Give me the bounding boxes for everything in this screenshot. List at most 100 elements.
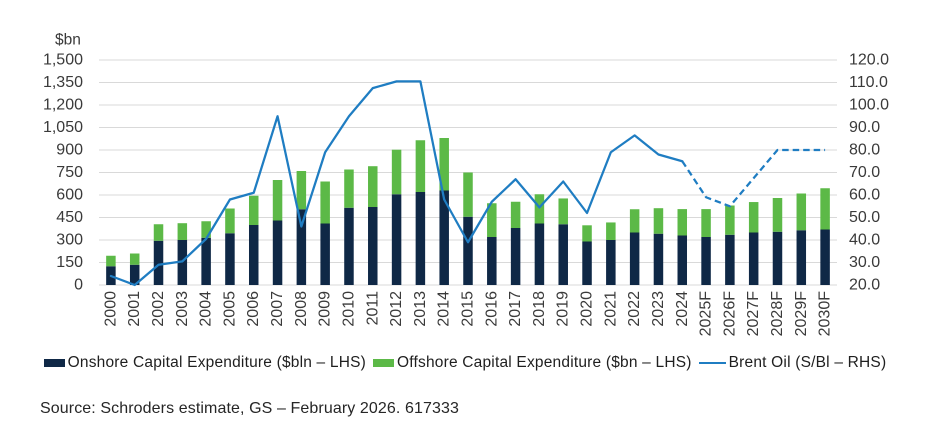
x-axis-tick-label: 2009 <box>317 291 334 327</box>
bar-offshore-2028F <box>772 198 783 232</box>
bar-offshore-2006 <box>248 195 259 225</box>
left-axis-tick-label: 1,200 <box>43 97 83 114</box>
bar-offshore-2008 <box>296 171 307 210</box>
bar-offshore-2017 <box>510 201 521 228</box>
bar-onshore-2018 <box>534 223 545 285</box>
bar-onshore-2001 <box>129 264 140 285</box>
bar-onshore-2026F <box>725 234 735 285</box>
right-axis-tick-label: 50.0 <box>849 209 880 226</box>
brent-line-forecast-dashed <box>681 148 826 208</box>
right-axis-tick-label: 120.0 <box>849 52 889 69</box>
x-axis-tick-label: 2029F <box>793 291 810 337</box>
bar-onshore-2012 <box>391 194 402 285</box>
bar-onshore-2002 <box>153 240 164 285</box>
x-axis-tick-label: 2018 <box>531 291 548 327</box>
left-axis-tick-label: 600 <box>56 187 83 204</box>
legend-item-brent: Brent Oil (S/Bl – RHS) <box>698 354 887 372</box>
bar-onshore-2009 <box>320 223 330 285</box>
x-axis-tick-label: 2014 <box>436 291 453 327</box>
bar-onshore-2020 <box>582 241 592 285</box>
x-axis-tick-label: 2017 <box>507 291 524 327</box>
legend-item-offshore: Offshore Capital Expenditure ($bn – LHS) <box>373 354 692 372</box>
x-axis-tick-label: 2028F <box>769 291 786 337</box>
bar-offshore-2004 <box>201 221 211 238</box>
offshore-series-swatch-icon <box>373 359 394 367</box>
x-axis-tick-label: 2003 <box>174 291 191 327</box>
bar-offshore-2009 <box>320 181 330 224</box>
bar-onshore-2008 <box>296 209 307 285</box>
right-axis-tick-label: 40.0 <box>849 232 880 249</box>
bar-onshore-2015 <box>463 216 473 285</box>
right-axis-tick-label: 30.0 <box>849 254 880 271</box>
onshore-series-swatch-icon <box>43 359 65 367</box>
bar-offshore-2026F <box>725 205 735 235</box>
x-axis-tick-label: 2011 <box>364 291 381 326</box>
right-axis-tick-label: 80.0 <box>849 142 880 159</box>
x-axis-tick-label: 2030F <box>817 291 834 337</box>
bar-onshore-2029F <box>796 230 807 285</box>
bar-offshore-2001 <box>129 253 140 265</box>
left-axis-tick-label: 1,500 <box>43 52 83 69</box>
x-axis-tick-label: 2025F <box>698 291 715 337</box>
x-axis-tick-label: 2013 <box>412 291 429 327</box>
bar-onshore-2027F <box>748 232 759 285</box>
bar-offshore-2010 <box>344 169 354 208</box>
bar-onshore-2030F <box>820 229 830 285</box>
right-axis-tick-label: 110.0 <box>849 74 888 91</box>
bar-onshore-2019 <box>558 224 568 285</box>
bar-offshore-2015 <box>463 172 473 217</box>
left-axis-tick-label: 750 <box>56 164 83 181</box>
legend-item-onshore: Onshore Capital Expenditure ($bln – LHS) <box>43 354 366 372</box>
bar-onshore-2022 <box>629 232 640 285</box>
x-axis-tick-label: 2021 <box>602 291 619 327</box>
bar-onshore-2007 <box>272 220 283 285</box>
bar-onshore-2028F <box>772 231 783 285</box>
left-axis-tick-label: 150 <box>56 254 83 271</box>
bar-onshore-2014 <box>439 190 449 285</box>
combo-chart-canvas: $bn 1,500 120.0 1,350 110.0 1,200 100.0 1,050 90… <box>43 32 889 337</box>
legend-label-onshore: Onshore Capital Expenditure ($bln – LHS) <box>67 354 366 371</box>
x-axis-tick-label: 2020 <box>579 291 596 327</box>
bar-onshore-2004 <box>201 237 211 285</box>
x-axis-tick-label: 2026F <box>721 291 738 337</box>
right-axis-tick-label: 100.0 <box>849 97 889 114</box>
x-axis-tick-label: 2001 <box>126 291 143 327</box>
chart-legend: Onshore Capital Expenditure ($bln – LHS)… <box>0 354 930 372</box>
bar-onshore-2023 <box>653 233 664 285</box>
bar-offshore-2024 <box>677 209 688 236</box>
bar-onshore-2010 <box>344 207 354 285</box>
x-axis-tick-label: 2022 <box>626 291 643 327</box>
bar-offshore-2023 <box>653 208 664 234</box>
x-axis-tick-label: 2023 <box>650 291 667 327</box>
right-axis-tick-label: 70.0 <box>849 164 880 181</box>
bar-offshore-2003 <box>177 223 188 240</box>
bar-offshore-2000 <box>106 255 116 267</box>
x-axis-tick-label: 2004 <box>198 291 215 327</box>
x-axis-tick-label: 2000 <box>102 291 119 327</box>
right-axis-tick-label: 60.0 <box>849 187 880 204</box>
bar-offshore-2029F <box>796 193 807 231</box>
bar-offshore-2011 <box>368 166 378 207</box>
x-axis-tick-label: 2012 <box>388 291 405 327</box>
x-axis-tick-label: 2015 <box>460 291 477 327</box>
left-axis-unit-label: $bn <box>55 32 81 49</box>
bar-offshore-2005 <box>225 208 235 234</box>
legend-label-brent: Brent Oil (S/Bl – RHS) <box>728 354 887 371</box>
x-axis-tick-label: 2002 <box>150 291 167 327</box>
left-axis-tick-label: 1,050 <box>43 119 83 136</box>
bar-offshore-2014 <box>439 138 449 191</box>
bar-offshore-2021 <box>606 222 616 240</box>
bar-onshore-2024 <box>677 235 688 285</box>
legend-label-offshore: Offshore Capital Expenditure ($bn – LHS) <box>397 354 692 371</box>
bar-offshore-2007 <box>272 180 283 221</box>
bar-offshore-2030F <box>820 188 830 230</box>
bar-onshore-2021 <box>606 240 616 285</box>
x-axis-tick-label: 2010 <box>340 291 357 327</box>
x-axis-tick-label: 2016 <box>483 291 500 327</box>
left-axis-tick-label: 450 <box>56 209 83 226</box>
left-axis-tick-label: 0 <box>74 277 83 294</box>
left-axis-tick-label: 1,350 <box>43 74 83 91</box>
bar-onshore-2011 <box>368 207 378 285</box>
bar-onshore-2013 <box>415 192 426 285</box>
